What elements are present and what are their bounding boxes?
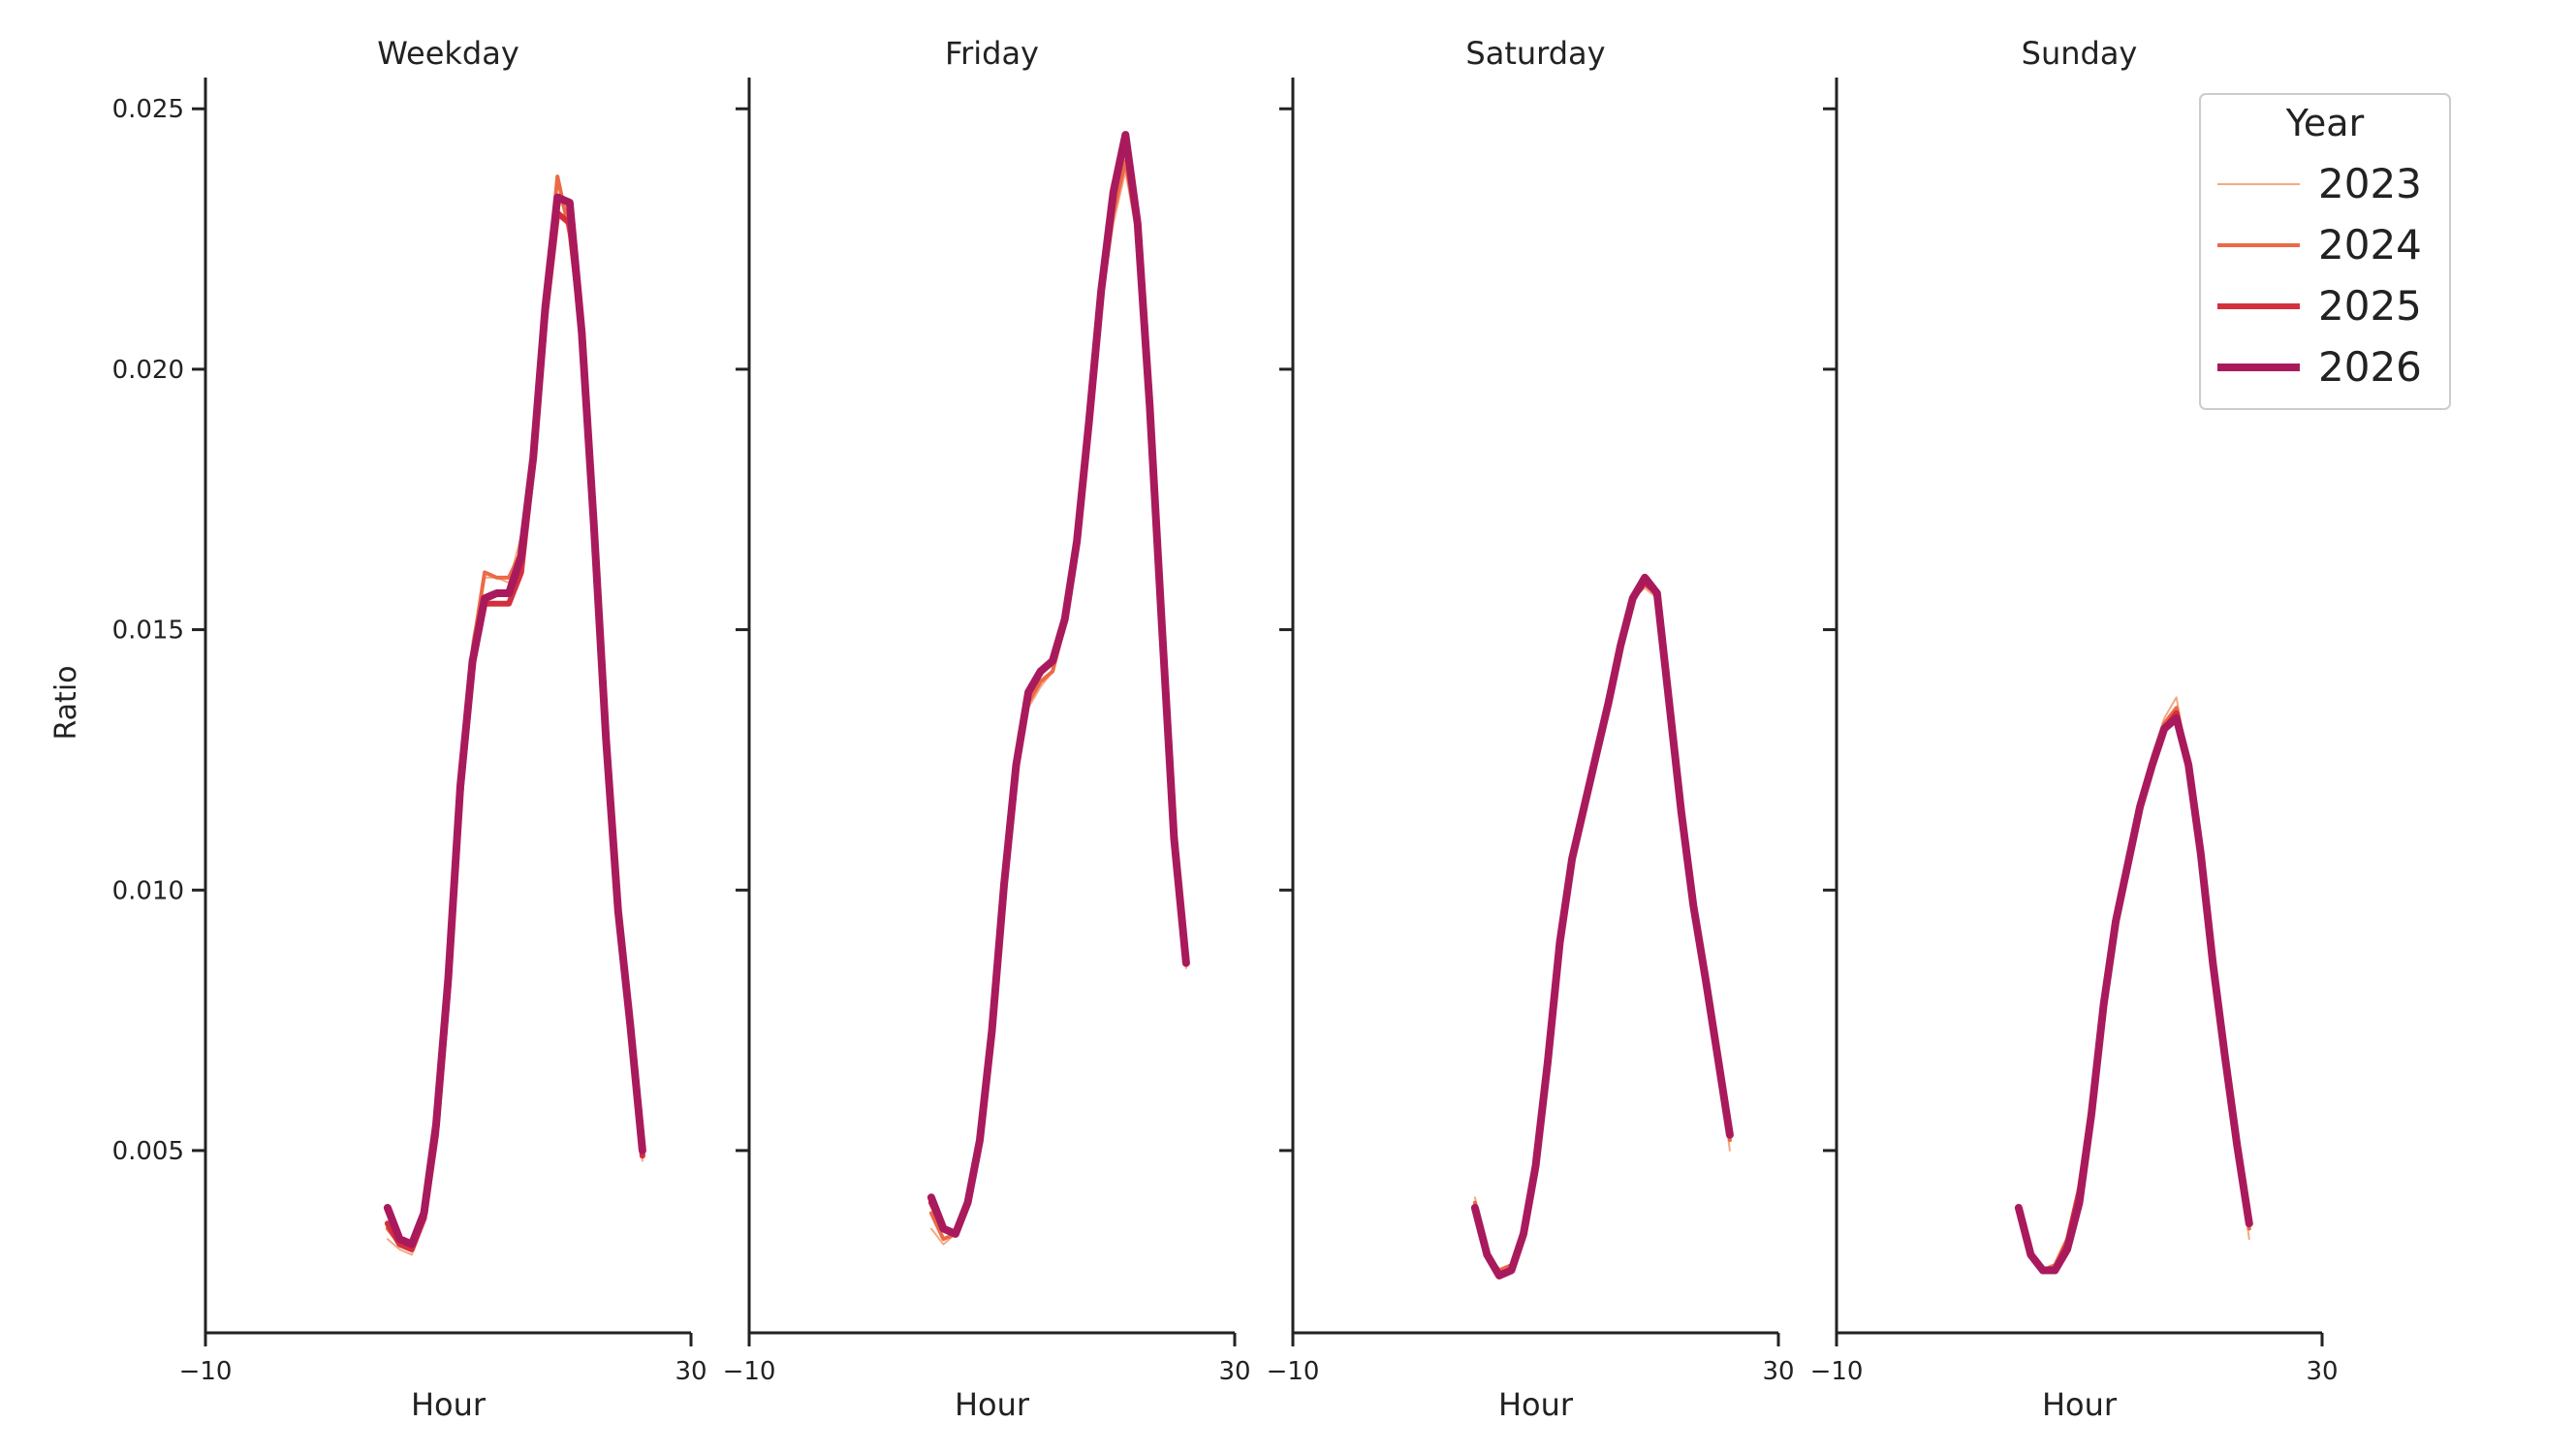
x-tick-label: −10 — [179, 1357, 233, 1386]
legend-title: Year — [2285, 102, 2365, 144]
x-axis-label: Hour — [2042, 1386, 2118, 1423]
x-axis-label: Hour — [411, 1386, 487, 1423]
facet-panels: Weekday 0.005 0.010 0.015 0.020 0.025 −10 30 Hou… — [112, 35, 2339, 1423]
x-tick-label: 30 — [2306, 1357, 2338, 1386]
series-line-2026 — [927, 131, 1190, 1238]
panel-friday: Friday −10 30 Hour — [723, 35, 1251, 1423]
x-tick-label: −10 — [1810, 1357, 1864, 1386]
x-tick-label: 30 — [1762, 1357, 1794, 1386]
legend-frame — [2199, 93, 2451, 410]
panel-title: Weekday — [377, 35, 519, 72]
x-axis-label: Hour — [1498, 1386, 1574, 1423]
series-line-2026 — [2014, 713, 2253, 1275]
x-tick-label: −10 — [723, 1357, 776, 1386]
x-axis-label: Hour — [955, 1386, 1030, 1423]
series-line-2026 — [383, 193, 646, 1249]
panel-title: Friday — [945, 35, 1039, 72]
legend-label-2025: 2025 — [2318, 282, 2422, 330]
panel-sunday: Sunday −10 30 Hour — [1810, 35, 2339, 1423]
y-tick-label: 0.015 — [112, 616, 184, 646]
panel-title: Saturday — [1465, 35, 1605, 72]
x-tick-label: 30 — [1218, 1357, 1250, 1386]
legend-label-2023: 2023 — [2318, 160, 2422, 207]
legend-label-2026: 2026 — [2318, 343, 2422, 391]
y-tick-label: 0.005 — [112, 1137, 184, 1166]
legend: Year 2023 2024 2025 2026 — [2199, 93, 2451, 410]
x-tick-label: 30 — [675, 1357, 707, 1386]
legend-label-2024: 2024 — [2318, 221, 2422, 269]
panel-title: Sunday — [2022, 35, 2138, 72]
y-tick-label: 0.025 — [112, 95, 184, 124]
panel-weekday: Weekday 0.005 0.010 0.015 0.020 0.025 −10 30 Hou… — [112, 35, 707, 1423]
y-tick-label: 0.010 — [112, 876, 184, 905]
y-axis-label: Ratio — [49, 665, 83, 740]
panel-saturday: Saturday −10 30 Hour — [1267, 35, 1795, 1423]
x-tick-label: −10 — [1267, 1357, 1320, 1386]
series-line-2026 — [1470, 573, 1734, 1280]
y-tick-label: 0.020 — [112, 356, 184, 385]
